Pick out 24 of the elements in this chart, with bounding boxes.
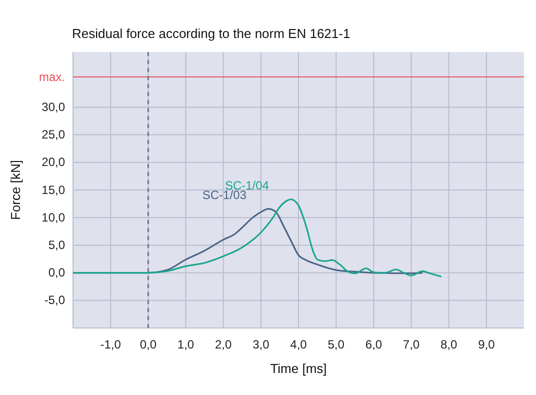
- ref-line-label: max.: [38, 70, 65, 84]
- x-tick-label: 7,0: [402, 338, 420, 352]
- y-tick-label: 15,0: [42, 182, 66, 197]
- x-tick-label: 2,0: [214, 338, 232, 352]
- x-axis-title: Time [ms]: [270, 361, 327, 376]
- x-tick-label: -1,0: [100, 338, 122, 352]
- x-tick-label: 4,0: [290, 338, 308, 352]
- y-tick-label: -5,0: [44, 293, 66, 308]
- x-tick-label: 6,0: [365, 338, 382, 352]
- x-tick-label: 3,0: [252, 338, 270, 352]
- y-tick-label: 25,0: [42, 128, 66, 142]
- chart-title: Residual force according to the norm EN 1621-1: [72, 26, 350, 41]
- y-tick-label: 5,0: [48, 238, 66, 252]
- y-axis-title: Force [kN]: [8, 160, 23, 220]
- x-tick-label: 8,0: [440, 338, 458, 352]
- x-tick-label: 1,0: [177, 338, 194, 352]
- line-series: [72, 198, 442, 278]
- y-tick-label: 10,0: [42, 210, 66, 224]
- x-tick-label: 5,0: [328, 338, 345, 352]
- x-tick-label: 9,0: [478, 338, 496, 352]
- x-tick-label: 0,0: [140, 338, 157, 352]
- y-tick-label: 0,0: [48, 266, 66, 280]
- y-tick-label: 30,0: [42, 100, 66, 114]
- y-tick-label: 20,0: [42, 155, 66, 170]
